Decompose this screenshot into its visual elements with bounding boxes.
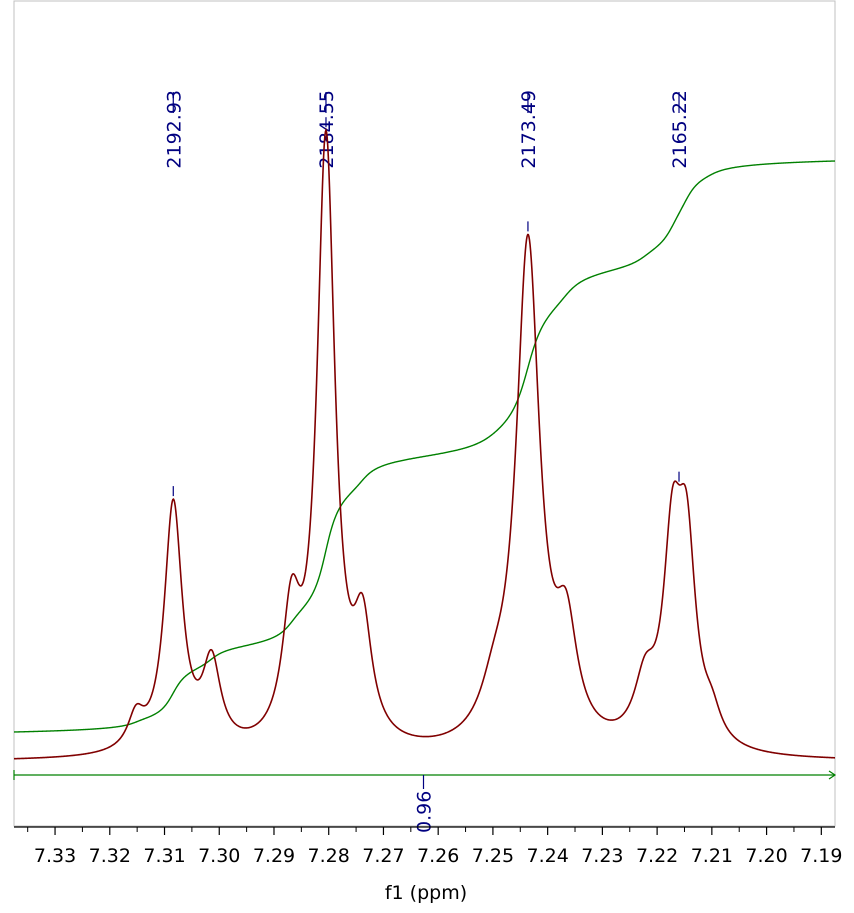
- x-tick-label: 7.33: [34, 845, 76, 867]
- x-tick-label: 7.32: [89, 845, 131, 867]
- peak-label: 2165.22: [669, 90, 691, 482]
- x-tick-label: 7.23: [581, 845, 623, 867]
- x-tick-label: 7.29: [253, 845, 295, 867]
- x-tick-label: 7.21: [691, 845, 733, 867]
- integral-bar: 0.96: [13, 770, 837, 833]
- x-tick-label: 7.28: [308, 845, 350, 867]
- x-tick-label: 7.30: [198, 845, 240, 867]
- peak-label: 2184.55: [316, 90, 338, 169]
- peak-labels: 2192.93 2184.55 2173.49 2165.22: [163, 90, 691, 497]
- x-tick-label: 7.26: [417, 845, 459, 867]
- spectrum-line: [13, 127, 836, 760]
- integral-range-arrow-right: [828, 770, 837, 780]
- peak-label-text: 2165.22: [669, 90, 691, 169]
- x-tick-label: 7.22: [636, 845, 678, 867]
- x-axis-title: f1 (ppm): [385, 882, 467, 904]
- peak-label-text: 2173.49: [518, 90, 540, 169]
- plot-frame: [13, 0, 836, 827]
- x-tick-label: 7.20: [745, 845, 787, 867]
- x-axis: 7.33 7.32 7.31 7.30 7.29 7.28 7.27 7.26 7.25 7.24…: [14, 826, 842, 867]
- x-tick-label: 7.27: [362, 845, 404, 867]
- integral-curve: [13, 160, 836, 733]
- peak-label-text: 2192.93: [163, 90, 185, 169]
- x-tick-label: 7.19: [800, 845, 842, 867]
- x-tick-label: 7.24: [526, 845, 568, 867]
- peak-label: 2173.49: [518, 90, 540, 232]
- x-tick-label: 7.25: [472, 845, 514, 867]
- x-tick-label: 7.31: [143, 845, 185, 867]
- x-ticks: 7.33 7.32 7.31 7.30 7.29 7.28 7.27 7.26 7.25 7.24…: [27, 827, 842, 867]
- peak-label: 2192.93: [163, 90, 185, 497]
- integral-value-label: 0.96: [414, 791, 436, 833]
- peak-label-text: 2184.55: [316, 90, 338, 169]
